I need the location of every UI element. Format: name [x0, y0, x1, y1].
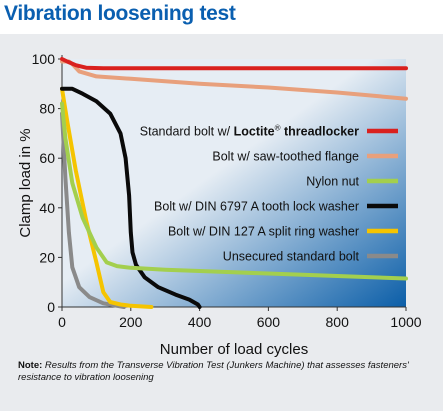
y-tick-label: 80	[39, 101, 55, 117]
x-tick-label: 400	[188, 314, 212, 330]
y-tick-label: 40	[39, 200, 55, 216]
x-tick-label: 1000	[390, 314, 421, 330]
note-label: Note:	[18, 360, 43, 371]
x-tick-label: 600	[257, 314, 281, 330]
note-text: Results from the Transverse Vibration Te…	[18, 360, 409, 383]
series-line	[60, 57, 408, 71]
legend-label: Nylon nut	[306, 175, 359, 189]
x-tick-label: 800	[326, 314, 350, 330]
legend-label: Bolt w/ DIN 127 A split ring washer	[168, 225, 359, 239]
series-line	[60, 111, 126, 309]
y-axis-title: Clamp load in %	[17, 128, 34, 237]
x-axis-title: Number of load cycles	[160, 341, 308, 358]
legend-label: Bolt w/ DIN 6797 A tooth lock washer	[154, 200, 359, 214]
x-tick-label: 0	[58, 314, 66, 330]
x-tick-label: 200	[119, 314, 143, 330]
footnote: Note: Results from the Transverse Vibrat…	[18, 360, 438, 384]
y-tick-label: 60	[39, 150, 55, 166]
y-tick-label: 20	[39, 249, 55, 265]
legend-label: Standard bolt w/ Loctite® threadlocker	[140, 124, 359, 139]
series-line	[60, 86, 202, 309]
legend: Standard bolt w/ Loctite® threadlocker Bo…	[140, 124, 398, 264]
series-lines	[60, 57, 408, 309]
y-tick-label: 100	[32, 51, 56, 67]
series-line	[60, 86, 154, 309]
legend-label: Bolt w/ saw-toothed flange	[212, 150, 359, 164]
legend-label: Unsecured standard bolt	[223, 250, 360, 264]
series-line	[60, 101, 408, 281]
y-tick-label: 0	[47, 299, 55, 315]
chart-title: Vibration loosening test	[4, 2, 236, 25]
